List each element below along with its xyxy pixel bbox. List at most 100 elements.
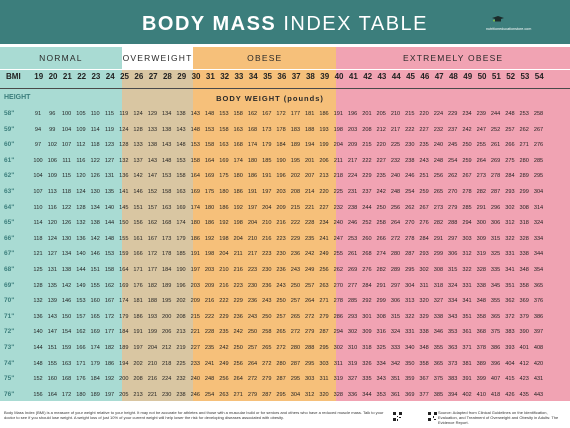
weight-cell: 208: [362, 126, 372, 133]
height-value: 68": [4, 266, 15, 273]
weight-cell: 102: [47, 142, 57, 149]
weight-cell: 155: [47, 360, 57, 367]
weight-cell: 223: [262, 251, 272, 258]
weight-cell: 222: [204, 313, 215, 320]
weight-cell: 178: [162, 251, 172, 258]
weight-cell: 261: [347, 251, 358, 258]
weight-cell: 263: [319, 282, 329, 289]
weight-cell: 223: [233, 282, 243, 289]
weight-cell: 211: [233, 251, 243, 258]
weight-cell: 287: [319, 329, 329, 336]
weight-cell: 201: [362, 111, 372, 117]
weight-cell: 236: [262, 282, 272, 289]
weight-cell: 423: [519, 376, 529, 383]
weight-cell: 379: [519, 313, 529, 320]
weight-cell: 145: [119, 204, 129, 211]
weight-cell: 143: [47, 313, 57, 320]
weight-cell: 273: [433, 204, 444, 211]
height-value: 67": [4, 250, 15, 258]
weight-cell: 351: [390, 376, 401, 383]
weight-cell: 328: [476, 267, 486, 273]
weight-cell: 197: [190, 267, 200, 273]
bmi-value: 32: [220, 72, 230, 81]
weight-cell: 322: [405, 313, 415, 320]
bmi-label: BMI: [6, 72, 21, 81]
weight-cell: 168: [162, 220, 172, 227]
weight-cell: 394: [448, 391, 458, 398]
weight-cell: 251: [419, 173, 429, 180]
weight-cell: 110: [90, 111, 100, 117]
weight-cell: 248: [390, 189, 401, 195]
weight-cell: 415: [505, 376, 515, 383]
weight-cell: 127: [47, 251, 57, 258]
weight-cell: 295: [533, 173, 544, 180]
weight-cell: 148: [104, 235, 115, 242]
bmi-value: 43: [377, 72, 387, 81]
weight-cell: 304: [533, 189, 544, 195]
weight-cell: 124: [119, 126, 129, 133]
weight-cell: 161: [133, 235, 143, 242]
weight-cell: 308: [519, 204, 529, 211]
weight-cell: 264: [233, 376, 243, 383]
weight-cell: 262: [448, 173, 458, 180]
weight-cell: 153: [190, 142, 200, 149]
weight-cell: 110: [33, 204, 43, 211]
title-bold: BODY MASS: [141, 13, 277, 35]
footer-disclaimer: Body Mass Index (BMI) is a measure of yo…: [4, 410, 384, 420]
weight-cell: 269: [347, 267, 358, 273]
height-value: 71": [4, 312, 15, 320]
weight-cell: 150: [61, 313, 72, 320]
weight-cell: 204: [247, 220, 258, 227]
weight-cell: 139: [47, 298, 57, 305]
weight-cell: 371: [462, 345, 472, 351]
weight-cell: 361: [390, 391, 401, 398]
weight-cell: 373: [448, 360, 458, 367]
weight-cell: 153: [219, 111, 229, 117]
bmi-value: 44: [391, 72, 401, 81]
weight-cell: 306: [448, 251, 458, 258]
weight-cell: 372: [505, 313, 515, 320]
weight-cell: 215: [405, 111, 415, 117]
weight-cell: 174: [176, 220, 186, 227]
category-section: [336, 47, 570, 401]
weight-cell: 164: [204, 157, 215, 164]
weight-cell: 243: [276, 282, 286, 289]
weight-cell: 180: [204, 204, 215, 211]
weight-cell: 143: [162, 142, 172, 149]
weight-cell: 146: [61, 298, 72, 305]
weight-cell: 333: [390, 345, 401, 351]
weight-cell: 279: [448, 204, 458, 211]
weight-cell: 186: [319, 111, 329, 117]
weight-cell: 338: [419, 329, 429, 336]
weight-cell: 386: [490, 345, 501, 351]
weight-cell: 412: [519, 360, 529, 367]
weight-cell: 229: [448, 111, 458, 117]
weight-cell: 210: [390, 111, 401, 117]
weight-cell: 121: [33, 251, 43, 258]
weight-cell: 196: [347, 111, 358, 117]
weight-cell: 324: [448, 282, 458, 289]
weight-cell: 193: [319, 126, 329, 133]
weight-cell: 320: [319, 391, 329, 398]
weight-cell: 91: [34, 111, 42, 117]
weight-cell: 241: [319, 235, 329, 242]
weight-cell: 223: [247, 267, 258, 273]
weight-cell: 230: [162, 391, 172, 398]
weight-cell: 197: [104, 391, 115, 398]
weight-cell: 259: [462, 157, 472, 164]
weight-cell: 235: [305, 235, 315, 242]
weight-cell: 217: [347, 157, 358, 164]
weight-cell: 257: [290, 298, 301, 305]
weight-cell: 204: [147, 345, 158, 351]
weight-cell: 284: [505, 173, 515, 180]
weight-cell: 208: [133, 376, 143, 383]
bmi-value: 25: [120, 72, 129, 81]
weight-cell: 186: [219, 204, 229, 211]
weight-cell: 152: [147, 189, 158, 195]
weight-cell: 348: [519, 267, 529, 273]
bmi-value: 40: [334, 72, 344, 81]
weight-cell: 285: [533, 157, 544, 164]
weight-cell: 146: [90, 251, 100, 258]
weight-cell: 396: [490, 360, 501, 367]
weight-cell: 130: [90, 189, 100, 195]
